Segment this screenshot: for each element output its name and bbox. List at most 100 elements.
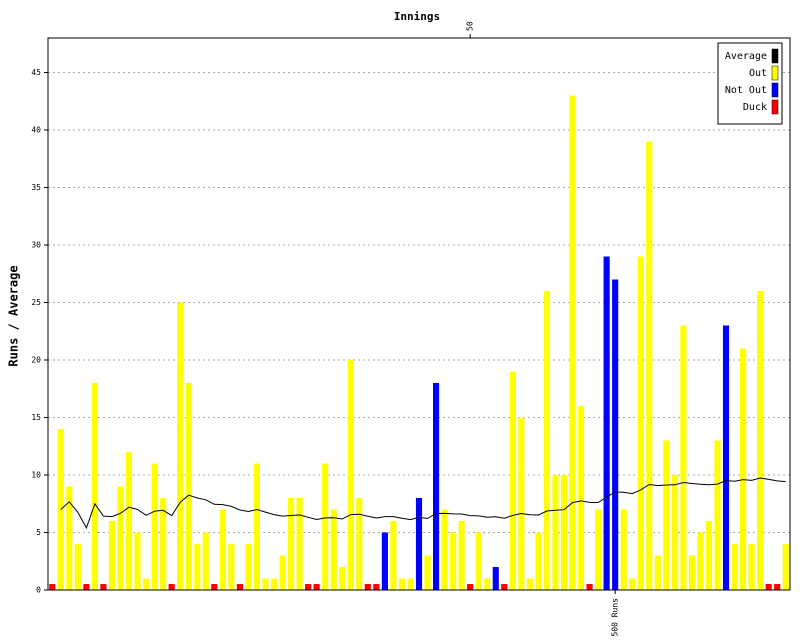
duck-mark — [100, 584, 107, 590]
duck-mark — [765, 584, 772, 590]
bar — [782, 544, 789, 590]
y-tick-label: 15 — [31, 413, 41, 422]
bar — [219, 509, 226, 590]
bar — [603, 256, 610, 590]
bar — [688, 555, 695, 590]
bar — [680, 325, 687, 590]
legend-label: Duck — [743, 102, 767, 113]
duck-mark — [83, 584, 90, 590]
average-line — [60, 477, 786, 530]
y-tick-label: 25 — [31, 298, 41, 307]
bar — [202, 532, 209, 590]
y-tick-label: 5 — [36, 528, 41, 537]
bar — [270, 578, 278, 590]
bar — [134, 532, 141, 590]
bar — [296, 498, 303, 590]
chart-title: Innings — [394, 10, 440, 23]
bar — [74, 544, 81, 590]
legend-swatch — [771, 99, 779, 115]
bar — [748, 544, 755, 590]
duck-mark — [305, 584, 312, 590]
y-tick-label: 0 — [36, 586, 41, 595]
duck-mark — [774, 584, 781, 590]
bar — [492, 567, 499, 590]
bar — [245, 544, 252, 590]
bar — [484, 578, 491, 590]
bar — [458, 521, 465, 590]
bar — [143, 578, 150, 590]
bar — [475, 532, 482, 590]
duck-mark — [313, 584, 320, 590]
bar — [620, 509, 627, 590]
bar — [629, 578, 636, 590]
bar — [595, 509, 602, 590]
legend-label: Not Out — [725, 85, 767, 96]
bar — [407, 578, 414, 590]
bar — [194, 544, 201, 590]
legend-swatch — [771, 48, 779, 64]
bar — [663, 440, 670, 590]
duck-mark — [586, 584, 593, 590]
bar — [381, 532, 388, 590]
duck-mark — [364, 584, 371, 590]
bar — [560, 475, 568, 590]
bar — [714, 440, 721, 590]
bar — [160, 498, 167, 590]
bar — [91, 383, 98, 590]
bar — [185, 383, 192, 590]
y-tick-label: 35 — [31, 183, 41, 192]
legend-label: Out — [749, 68, 767, 79]
y-tick-label: 20 — [31, 356, 41, 365]
bar — [569, 95, 576, 590]
legend-box — [717, 42, 783, 125]
duck-mark — [373, 584, 380, 590]
y-tick-label: 10 — [31, 471, 41, 480]
duck-mark — [501, 584, 508, 590]
legend-swatch — [771, 82, 779, 98]
bar — [390, 521, 397, 590]
bar — [57, 429, 64, 590]
bar — [705, 521, 713, 590]
top-tick-label: 50 — [466, 21, 475, 31]
bar — [612, 279, 619, 590]
bar — [415, 498, 423, 590]
bar — [757, 291, 764, 590]
bar — [287, 498, 295, 590]
legend-label: Average — [725, 51, 767, 62]
legend-swatch — [771, 65, 779, 81]
duck-mark — [49, 584, 56, 590]
bar — [339, 567, 346, 590]
bar — [347, 360, 354, 590]
bar — [108, 521, 116, 590]
bar — [262, 578, 269, 590]
bar — [432, 383, 440, 590]
bar — [356, 498, 363, 590]
bar — [552, 475, 559, 590]
bar — [543, 291, 551, 590]
bar — [654, 555, 661, 590]
bar — [424, 555, 431, 590]
bar — [125, 452, 133, 590]
bar — [637, 256, 644, 590]
bar — [535, 532, 542, 590]
bar — [722, 325, 730, 590]
bar — [322, 463, 329, 590]
duck-mark — [236, 584, 243, 590]
bar — [731, 544, 738, 590]
duck-mark — [168, 584, 175, 590]
duck-mark — [211, 584, 218, 590]
bar — [518, 417, 525, 590]
bar — [151, 463, 158, 590]
bar — [697, 532, 704, 590]
bar — [740, 348, 747, 590]
bar — [577, 406, 585, 590]
bar — [177, 302, 184, 590]
bar — [330, 509, 337, 590]
y-axis-label: Runs / Average — [7, 265, 21, 366]
bar — [66, 486, 73, 590]
y-tick-label: 45 — [31, 68, 41, 77]
bottom-tick-label: 500 Runs — [611, 598, 620, 637]
duck-mark — [467, 584, 474, 590]
bar — [509, 371, 516, 590]
